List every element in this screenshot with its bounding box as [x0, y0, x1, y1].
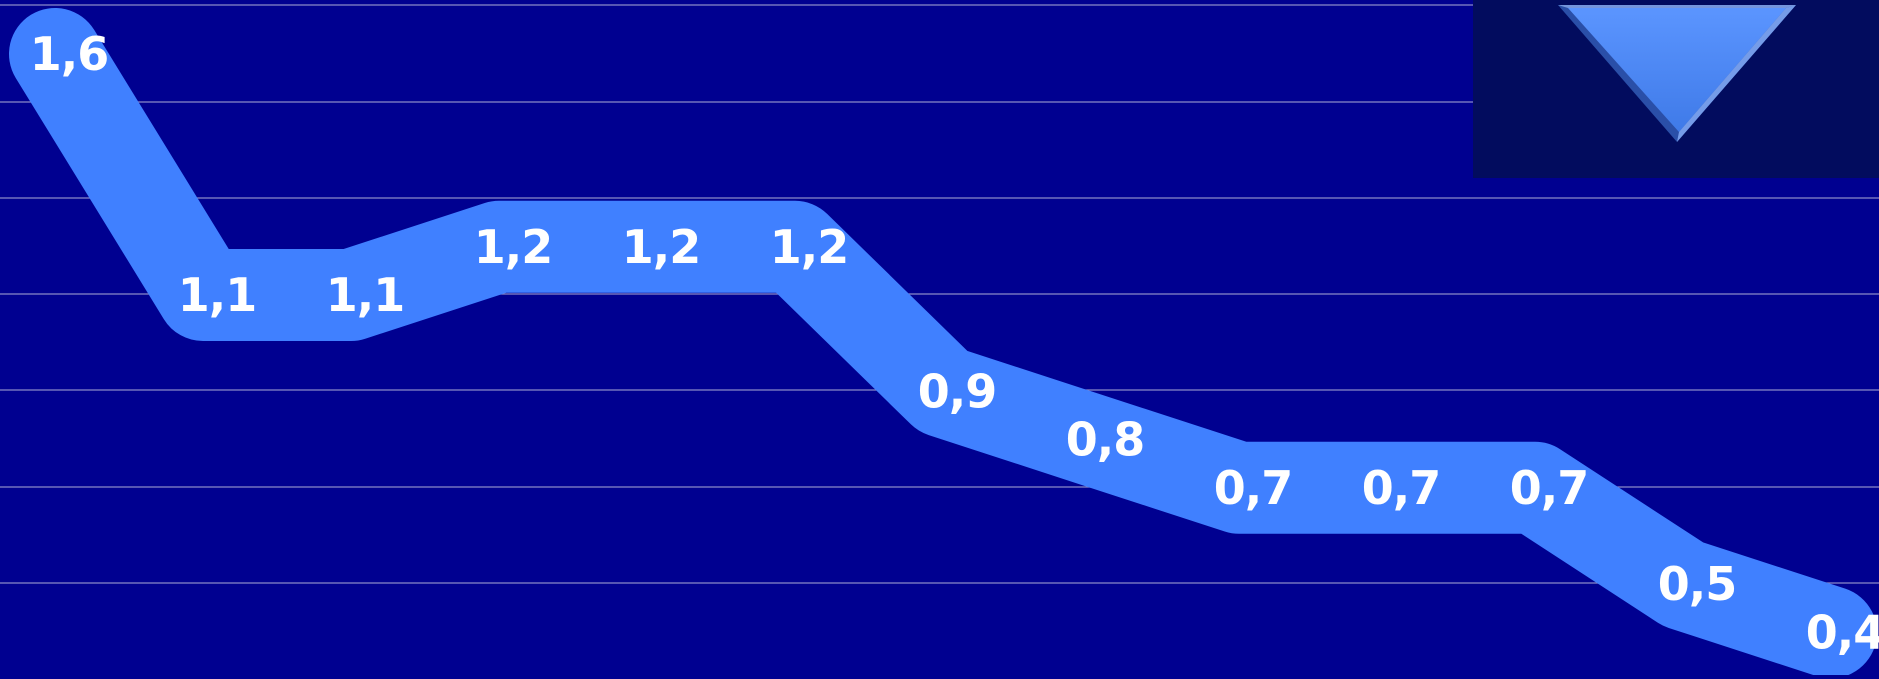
data-point: [201, 293, 205, 297]
data-label: 0,7: [1362, 461, 1441, 515]
data-point: [53, 52, 57, 56]
data-label: 1,1: [326, 268, 405, 322]
data-label: 1,2: [770, 220, 849, 274]
data-label: 1,2: [622, 220, 701, 274]
data-point: [1089, 437, 1093, 442]
data-label: 1,1: [178, 268, 257, 322]
data-label: 1,2: [474, 220, 553, 274]
data-label: 0,7: [1510, 461, 1589, 515]
series-line: [9, 8, 1877, 679]
trend-indicator: [1473, 0, 1879, 178]
data-point: [941, 389, 945, 394]
data-label: 0,9: [918, 364, 997, 418]
down-triangle-icon: [1558, 5, 1796, 142]
data-point: [1533, 485, 1537, 490]
data-label: 0,5: [1658, 557, 1737, 611]
data-point: [1829, 630, 1833, 635]
data-point: [645, 244, 649, 249]
data-label: 0,8: [1066, 413, 1145, 467]
data-point: [349, 293, 353, 297]
data-point: [497, 244, 501, 249]
data-label: 0,7: [1214, 461, 1293, 515]
data-label: 1,6: [30, 27, 109, 81]
data-point: [1385, 485, 1389, 490]
data-point: [1681, 582, 1685, 587]
data-labels: 1,6 1,1 1,1 1,2 1,2 1,2 0,9 0,8 0,7 0,7 0,7 0,5 0,4: [30, 27, 1879, 659]
data-point: [1237, 485, 1241, 490]
data-point: [793, 244, 797, 249]
data-label: 0,4: [1806, 605, 1879, 659]
